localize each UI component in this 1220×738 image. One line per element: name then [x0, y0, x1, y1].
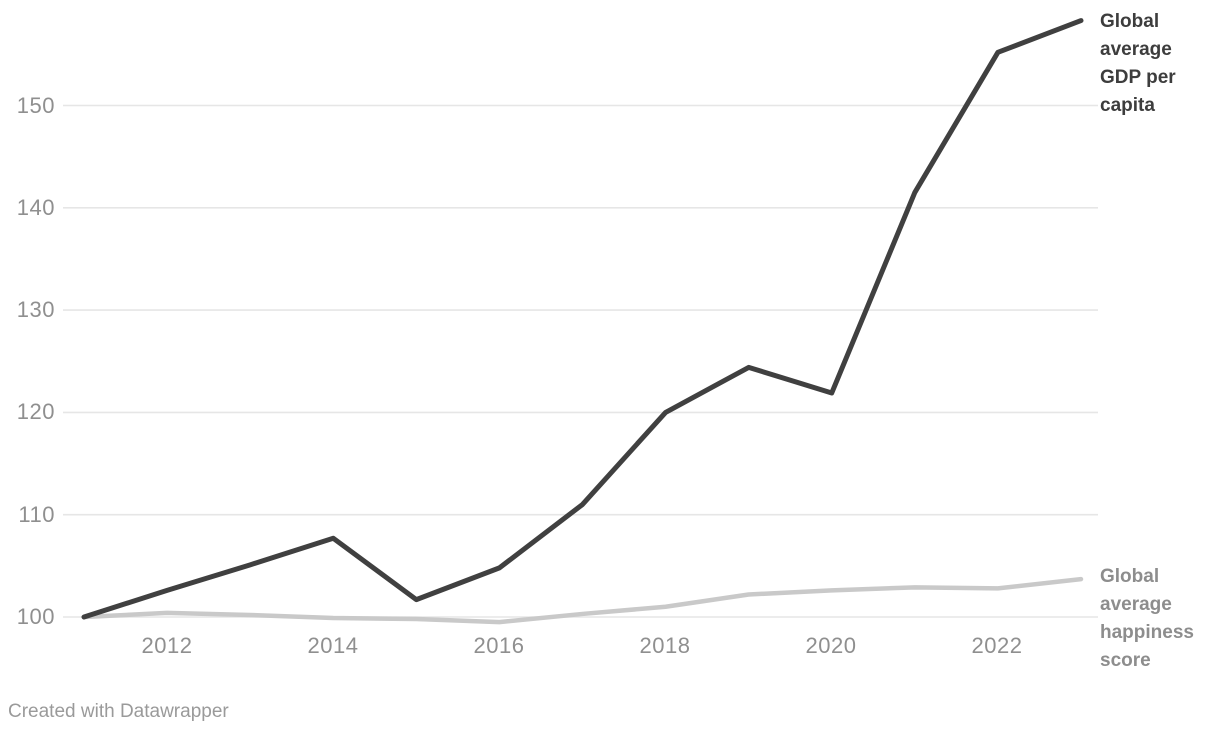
x-axis-tick-2016: 2016: [473, 633, 525, 658]
x-axis-tick-2020: 2020: [805, 633, 857, 658]
y-axis-tick-120: 120: [16, 399, 55, 424]
x-axis-tick-2014: 2014: [307, 633, 359, 658]
x-axis-tick-2012: 2012: [141, 633, 193, 658]
series-label-happiness-score: Global average happiness score: [1100, 566, 1194, 671]
attribution-text: Created with Datawrapper: [8, 701, 229, 722]
y-axis-tick-140: 140: [16, 195, 55, 220]
series-line-global-average-happiness-score: [81, 576, 1084, 625]
y-axis-tick-100: 100: [16, 604, 55, 629]
series-label-gdp-per-capita: Global average GDP per capita: [1100, 11, 1176, 116]
x-axis-tick-2022: 2022: [971, 633, 1023, 658]
y-axis-tick-110: 110: [18, 502, 55, 527]
y-axis-tick-130: 130: [16, 297, 55, 322]
y-axis-tick-150: 150: [16, 93, 55, 118]
x-axis-tick-2018: 2018: [639, 633, 691, 658]
series-line-global-average-gdp-per-capita: [81, 18, 1084, 620]
